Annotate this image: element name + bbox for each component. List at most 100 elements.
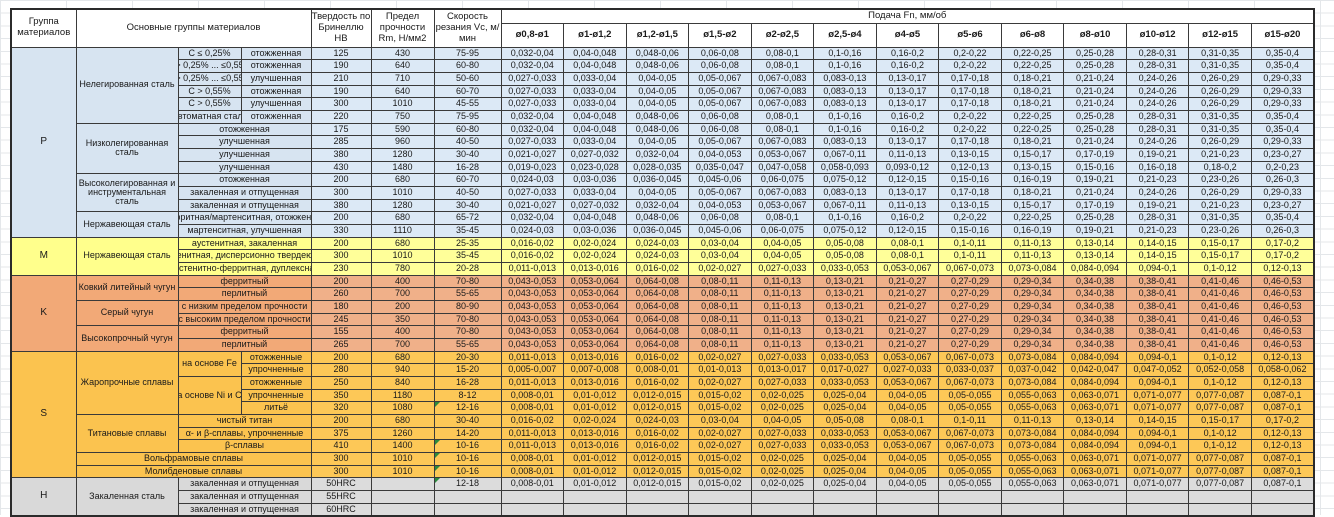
feed-cell[interactable]: 0,084-0,094 [1063, 426, 1127, 441]
hardness-cell[interactable]: 300 [310, 97, 372, 111]
feed-cell[interactable]: 0,013-0,016 [563, 426, 627, 441]
strength-cell[interactable]: 1280 [370, 198, 435, 213]
diameter-header[interactable]: ø15-ø20 [1250, 22, 1315, 48]
feed-cell[interactable]: 0,025-0,04 [813, 388, 877, 403]
feed-cell[interactable]: 0,021-0,027 [500, 198, 565, 213]
feed-cell[interactable]: 0,46-0,53 [1250, 274, 1315, 289]
strength-cell[interactable]: 700 [370, 337, 435, 352]
speed-cell[interactable]: 60-70 [433, 173, 502, 187]
feed-cell[interactable]: 0,11-0,13 [750, 337, 815, 352]
feed-cell[interactable]: 0,16-0,2 [875, 211, 940, 225]
feed-cell[interactable]: 0,055-0,063 [1000, 464, 1065, 479]
feed-cell[interactable]: 0,16-0,2 [875, 122, 940, 137]
feed-cell[interactable]: 0,04-0,053 [688, 147, 752, 162]
feed-cell[interactable]: 0,05-0,08 [813, 413, 877, 428]
feed-cell[interactable]: 0,005-0,007 [500, 363, 565, 377]
feed-cell[interactable]: 0,027-0,033 [750, 350, 815, 365]
strength-cell[interactable]: 680 [370, 173, 435, 187]
hardness-cell[interactable]: 260 [310, 287, 372, 301]
feed-cell[interactable]: 0,24-0,26 [1125, 135, 1190, 149]
feed-cell[interactable]: 0,01-0,012 [563, 464, 627, 479]
feed-cell[interactable]: 0,38-0,41 [1125, 337, 1190, 352]
feed-cell[interactable]: 0,084-0,094 [1063, 350, 1127, 365]
hardness-cell[interactable]: 410 [310, 439, 372, 453]
feed-cell[interactable]: 0,048-0,06 [625, 211, 690, 225]
feed-cell[interactable]: 0,017-0,027 [813, 363, 877, 377]
feed-cell[interactable]: 0,024-0,03 [625, 236, 690, 251]
feed-cell[interactable]: 0,08-0,11 [688, 287, 752, 301]
feed-cell[interactable]: 0,05-0,055 [938, 388, 1002, 403]
feed-cell[interactable]: 0,01-0,012 [563, 477, 627, 492]
speed-col-header[interactable]: Скорость резания Vc, м/мин [433, 8, 502, 48]
feed-cell[interactable]: 0,26-0,29 [1188, 84, 1252, 99]
feed-cell[interactable]: 0,38-0,41 [1125, 325, 1190, 339]
feed-cell[interactable]: 0,11-0,13 [1000, 236, 1065, 251]
feed-cell[interactable]: 0,064-0,08 [625, 274, 690, 289]
speed-cell[interactable]: 55-65 [433, 287, 502, 301]
feed-cell[interactable]: 0,05-0,067 [688, 185, 752, 200]
feed-cell[interactable]: 0,35-0,4 [1250, 59, 1315, 73]
feed-cell[interactable]: 0,063-0,071 [1063, 388, 1127, 403]
speed-cell[interactable]: 8-12 [433, 388, 502, 403]
feed-cell[interactable]: 0,11-0,13 [750, 299, 815, 314]
diameter-header[interactable]: ø1,2-ø1,5 [625, 22, 690, 48]
strength-cell[interactable]: 840 [370, 375, 435, 390]
feed-cell[interactable]: 0,21-0,24 [1063, 97, 1127, 111]
feed-cell[interactable]: 0,094-0,1 [1125, 375, 1190, 390]
state-cell[interactable]: отожженные [240, 375, 312, 390]
speed-cell[interactable]: 40-50 [433, 185, 502, 200]
speed-cell[interactable]: 60-80 [433, 59, 502, 73]
feed-cell[interactable]: 0,073-0,084 [1000, 350, 1065, 365]
material-cell[interactable]: Нержавеющая сталь [75, 236, 179, 276]
feed-cell[interactable]: 0,29-0,34 [1000, 299, 1065, 314]
feed-cell[interactable]: 0,071-0,077 [1125, 401, 1190, 415]
feed-cell[interactable]: 0,14-0,15 [1125, 236, 1190, 251]
feed-cell[interactable]: 0,094-0,1 [1125, 426, 1190, 441]
feed-cell[interactable]: 0,1-0,12 [1188, 261, 1252, 276]
feed-cell[interactable]: 0,25-0,28 [1063, 109, 1127, 124]
feed-cell[interactable]: 0,08-0,1 [750, 122, 815, 137]
feed-cell[interactable]: 0,27-0,29 [938, 274, 1002, 289]
feed-cell[interactable]: 0,077-0,087 [1188, 464, 1252, 479]
feed-cell[interactable]: 0,1-0,16 [813, 122, 877, 137]
feed-cell[interactable]: 0,033-0,04 [563, 71, 627, 86]
feed-cell[interactable] [813, 490, 877, 504]
speed-cell[interactable]: 70-80 [433, 312, 502, 327]
feed-cell[interactable]: 0,071-0,077 [1125, 388, 1190, 403]
feed-cell[interactable]: 0,033-0,037 [938, 363, 1002, 377]
feed-cell[interactable]: 0,06-0,075 [750, 173, 815, 187]
hardness-cell[interactable]: 190 [310, 59, 372, 73]
speed-cell[interactable] [433, 490, 502, 504]
feed-cell[interactable]: 0,05-0,067 [688, 71, 752, 86]
state-cell[interactable]: чистый титан [177, 413, 312, 428]
hardness-cell[interactable]: 200 [310, 173, 372, 187]
feed-cell[interactable]: 0,05-0,055 [938, 464, 1002, 479]
feed-cell[interactable]: 0,11-0,13 [1000, 413, 1065, 428]
feed-cell[interactable]: 0,13-0,21 [813, 337, 877, 352]
feed-cell[interactable]: 0,41-0,46 [1188, 274, 1252, 289]
feed-cell[interactable]: 0,033-0,053 [813, 350, 877, 365]
feed-cell[interactable]: 0,1-0,12 [1188, 426, 1252, 441]
feed-cell[interactable]: 0,012-0,015 [625, 464, 690, 479]
material-cell[interactable]: Высоколегированная и инструментальная ст… [75, 173, 179, 213]
feed-cell[interactable]: 0,08-0,11 [688, 312, 752, 327]
feed-cell[interactable]: 0,027-0,033 [500, 97, 565, 111]
feed-cell[interactable]: 0,024-0,03 [625, 413, 690, 428]
feed-cell[interactable]: 0,067-0,083 [750, 135, 815, 149]
feed-cell[interactable]: 0,013-0,016 [563, 375, 627, 390]
strength-cell[interactable]: 680 [370, 413, 435, 428]
strength-cell[interactable]: 940 [370, 363, 435, 377]
speed-cell[interactable]: 75-95 [433, 109, 502, 124]
diameter-header[interactable]: ø12-ø15 [1188, 22, 1252, 48]
strength-cell[interactable]: 1280 [370, 147, 435, 162]
hardness-cell[interactable]: 55HRC [310, 490, 372, 504]
feed-cell[interactable]: 0,31-0,35 [1188, 46, 1252, 61]
feed-cell[interactable]: 0,1-0,12 [1188, 375, 1252, 390]
speed-cell[interactable]: 30-40 [433, 198, 502, 213]
strength-cell[interactable]: 1010 [370, 249, 435, 263]
feed-cell[interactable]: 0,032-0,04 [500, 59, 565, 73]
feed-cell[interactable]: 0,06-0,08 [688, 46, 752, 61]
feed-cell[interactable] [938, 502, 1002, 517]
feed-cell[interactable]: 0,19-0,21 [1125, 198, 1190, 213]
state-cell[interactable]: аустенитная, дисперсионно твердеющая [177, 249, 312, 263]
